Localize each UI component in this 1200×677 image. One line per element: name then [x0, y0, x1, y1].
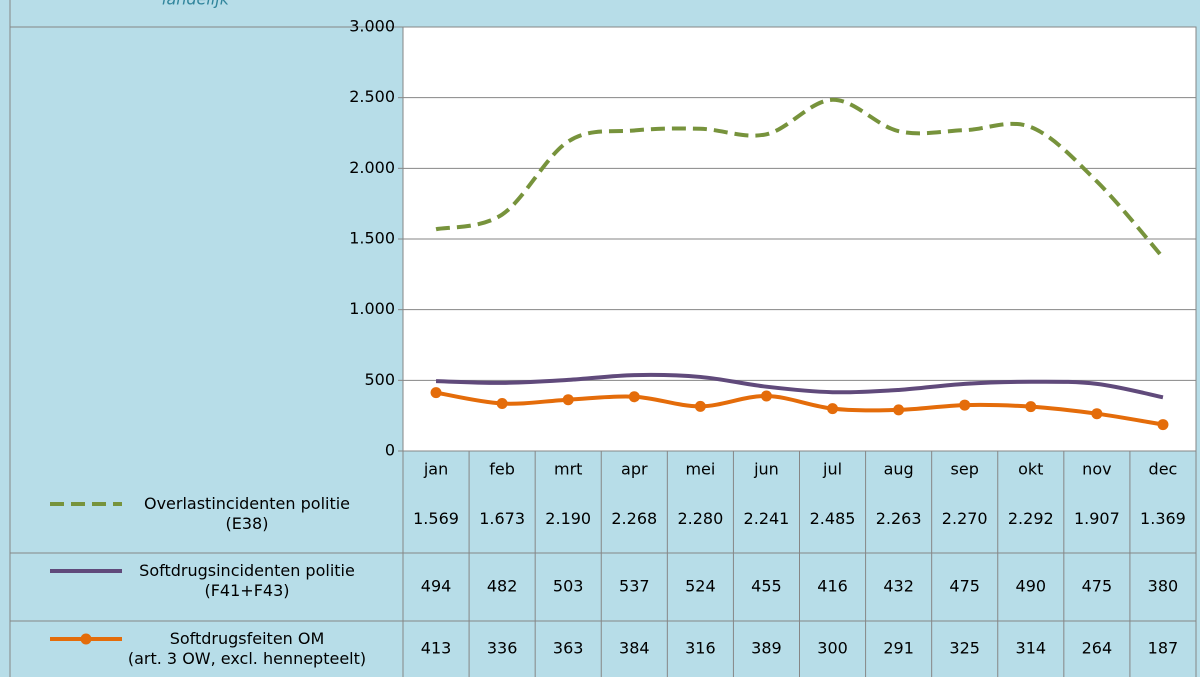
data-label: 416 [817, 577, 848, 596]
data-label: 2.270 [942, 509, 988, 528]
series-line [435, 390, 1164, 427]
legend-marker [80, 633, 92, 645]
data-label: 537 [619, 577, 650, 596]
x-tick-label: sep [951, 460, 979, 479]
data-label: 380 [1148, 577, 1179, 596]
marker [1157, 419, 1169, 431]
data-label: 475 [949, 577, 980, 596]
y-tick-label: 0 [385, 441, 395, 460]
data-label: 389 [751, 639, 782, 658]
data-label: 494 [421, 577, 452, 596]
marker [430, 387, 442, 399]
data-label: 264 [1082, 639, 1113, 658]
data-label: 2.280 [677, 509, 723, 528]
data-label: 1.369 [1140, 509, 1186, 528]
x-tick-label: jan [423, 460, 448, 479]
data-label: 325 [949, 639, 980, 658]
data-label: 316 [685, 639, 716, 658]
data-label: 482 [487, 577, 518, 596]
data-label: 2.292 [1008, 509, 1054, 528]
marker [694, 400, 706, 412]
data-label: 291 [883, 639, 914, 658]
data-label: 2.485 [810, 509, 856, 528]
data-label: 1.907 [1074, 509, 1120, 528]
y-tick-label: 1.500 [349, 229, 395, 248]
x-tick-label: jun [753, 460, 779, 479]
legend-label: Softdrugsincidenten politie (F41+F43) [139, 561, 355, 600]
series-line [435, 372, 1164, 400]
y-tick-label: 2.000 [349, 158, 395, 177]
subtitle: landelijk [162, 0, 230, 9]
x-tick-label: dec [1149, 460, 1178, 479]
marker [496, 398, 508, 410]
marker [959, 399, 971, 411]
data-label: 384 [619, 639, 650, 658]
data-label: 300 [817, 639, 848, 658]
data-label: 503 [553, 577, 584, 596]
marker [628, 391, 640, 403]
x-tick-label: nov [1082, 460, 1111, 479]
data-label: 1.673 [479, 509, 525, 528]
data-label: 455 [751, 577, 782, 596]
y-tick-label: 500 [364, 370, 395, 389]
data-label: 2.241 [744, 509, 790, 528]
data-label: 413 [421, 639, 452, 658]
data-label: 336 [487, 639, 518, 658]
y-tick-label: 2.500 [349, 87, 395, 106]
marker [1025, 401, 1037, 413]
x-tick-label: mrt [554, 460, 582, 479]
data-label: 2.263 [876, 509, 922, 528]
x-tick-label: jul [822, 460, 842, 479]
data-label: 363 [553, 639, 584, 658]
legend-label: Overlastincidenten politie (E38) [143, 494, 351, 533]
data-label: 490 [1016, 577, 1047, 596]
marker [893, 404, 905, 416]
data-label: 475 [1082, 577, 1113, 596]
x-tick-label: apr [621, 460, 648, 479]
data-label: 1.569 [413, 509, 459, 528]
y-tick-label: 1.000 [349, 299, 395, 318]
marker [1091, 408, 1103, 420]
legend-label: Softdrugsfeiten OM (art. 3 OW, excl. hen… [127, 629, 367, 668]
data-label: 2.268 [611, 509, 657, 528]
data-label: 2.190 [545, 509, 591, 528]
series-line [435, 97, 1165, 259]
data-label: 432 [883, 577, 914, 596]
marker [562, 394, 574, 406]
x-tick-label: aug [884, 460, 914, 479]
marker [827, 403, 839, 415]
y-tick-label: 3.000 [349, 17, 395, 36]
marker [760, 390, 772, 402]
data-label: 187 [1148, 639, 1179, 658]
x-tick-label: okt [1018, 460, 1043, 479]
x-tick-label: mei [685, 460, 715, 479]
data-label: 314 [1016, 639, 1047, 658]
data-label: 524 [685, 577, 716, 596]
x-tick-label: feb [489, 460, 515, 479]
